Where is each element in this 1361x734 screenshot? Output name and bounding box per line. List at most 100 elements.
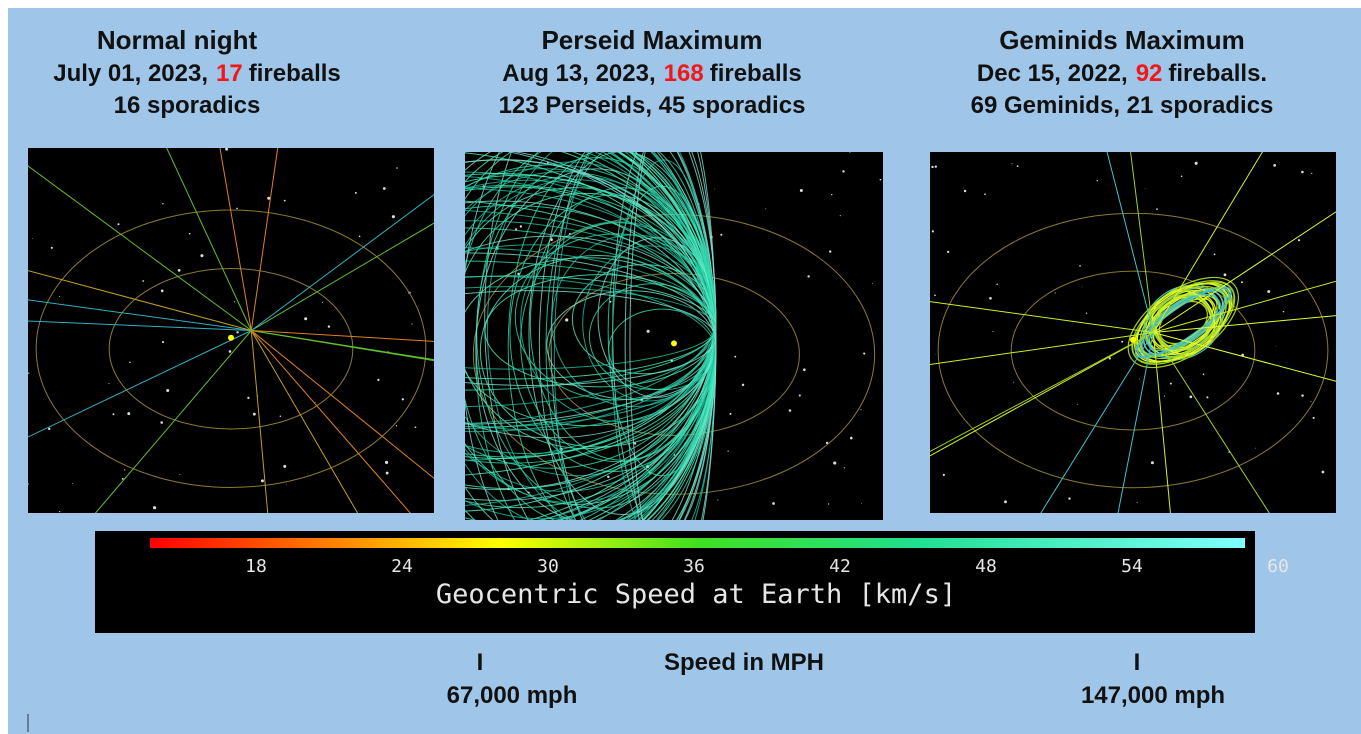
star: [153, 506, 156, 509]
colorbar-tick-label: 24: [391, 556, 413, 577]
star: [1156, 208, 1158, 210]
star: [178, 269, 181, 272]
mph-high: 147,000 mph: [1081, 682, 1225, 709]
plot-bg: [28, 148, 434, 513]
star: [162, 203, 163, 204]
star: [1322, 471, 1325, 474]
star: [849, 152, 850, 153]
star: [607, 476, 609, 478]
date: July 01, 2023,: [53, 60, 208, 87]
star: [772, 502, 775, 505]
star: [1004, 500, 1007, 503]
colorbar-tick-label: 42: [829, 556, 851, 577]
star: [1255, 448, 1256, 449]
star: [355, 192, 357, 194]
star: [59, 296, 60, 297]
page: Normal nightJuly 01, 2023,17fireballs16 …: [0, 0, 1361, 734]
star: [1079, 265, 1081, 267]
star: [1077, 404, 1078, 405]
star: [596, 153, 597, 154]
star: [829, 250, 831, 252]
star: [963, 188, 964, 189]
star: [1189, 396, 1192, 399]
star: [964, 190, 966, 192]
star: [307, 474, 308, 475]
plot-bg: [930, 152, 1336, 513]
star: [236, 208, 238, 210]
star: [800, 189, 803, 192]
star: [1170, 383, 1172, 385]
star: [1151, 461, 1154, 464]
star: [647, 330, 650, 333]
star: [415, 426, 417, 428]
star: [200, 254, 203, 257]
star: [734, 356, 736, 358]
star: [1301, 394, 1303, 396]
star: [166, 389, 169, 392]
star: [1328, 225, 1329, 226]
panel-title: Geminids Maximum: [999, 25, 1245, 55]
star: [520, 225, 522, 227]
star: [1164, 396, 1165, 397]
panel-title: Perseid Maximum: [541, 25, 762, 55]
star: [1224, 273, 1227, 276]
star: [1097, 180, 1098, 181]
star: [932, 230, 934, 232]
star: [318, 329, 319, 330]
star: [765, 208, 766, 209]
panel-detail: 123 Perseids, 45 sporadics: [499, 92, 806, 119]
star: [872, 283, 873, 284]
star: [315, 402, 316, 403]
star: [267, 197, 270, 200]
star: [850, 437, 853, 440]
star: [1241, 281, 1243, 283]
star: [1055, 292, 1056, 293]
star: [565, 318, 568, 321]
star: [1011, 163, 1012, 164]
colorbar-tick-label: 18: [245, 556, 267, 577]
star: [742, 384, 744, 386]
star: [1181, 176, 1183, 178]
marker: I: [1134, 649, 1141, 676]
star: [179, 474, 180, 475]
star: [59, 511, 60, 512]
star: [1277, 392, 1280, 395]
star: [162, 341, 164, 343]
date: Dec 15, 2022,: [977, 60, 1128, 87]
panel-title: Normal night: [97, 25, 258, 55]
star: [860, 409, 861, 410]
star: [189, 233, 191, 235]
star: [728, 451, 729, 452]
star: [122, 478, 124, 480]
star: [831, 194, 832, 195]
star: [807, 275, 809, 277]
star: [514, 382, 515, 383]
star: [610, 301, 612, 303]
colorbar-caption: Geocentric Speed at Earth [km/s]: [436, 579, 956, 610]
star: [1298, 239, 1300, 241]
mph-title: Speed in MPH: [664, 649, 824, 676]
star: [385, 461, 388, 464]
star: [1017, 165, 1019, 167]
star: [931, 166, 933, 168]
star: [28, 373, 29, 374]
star: [934, 294, 936, 296]
fireball-word: fireballs: [249, 60, 341, 87]
star: [1137, 502, 1138, 503]
star: [328, 325, 330, 327]
star: [717, 499, 718, 500]
star: [935, 166, 937, 168]
colorbar-tick-label: 30: [537, 556, 559, 577]
star: [984, 193, 986, 195]
star: [304, 317, 307, 320]
star: [383, 187, 386, 190]
colorbar-tick-label: 60: [1267, 556, 1289, 577]
star: [943, 474, 945, 476]
star: [1082, 287, 1083, 288]
star: [1086, 313, 1087, 314]
star: [992, 331, 993, 332]
sun: [671, 340, 677, 346]
star: [789, 409, 792, 412]
star: [1203, 373, 1205, 375]
